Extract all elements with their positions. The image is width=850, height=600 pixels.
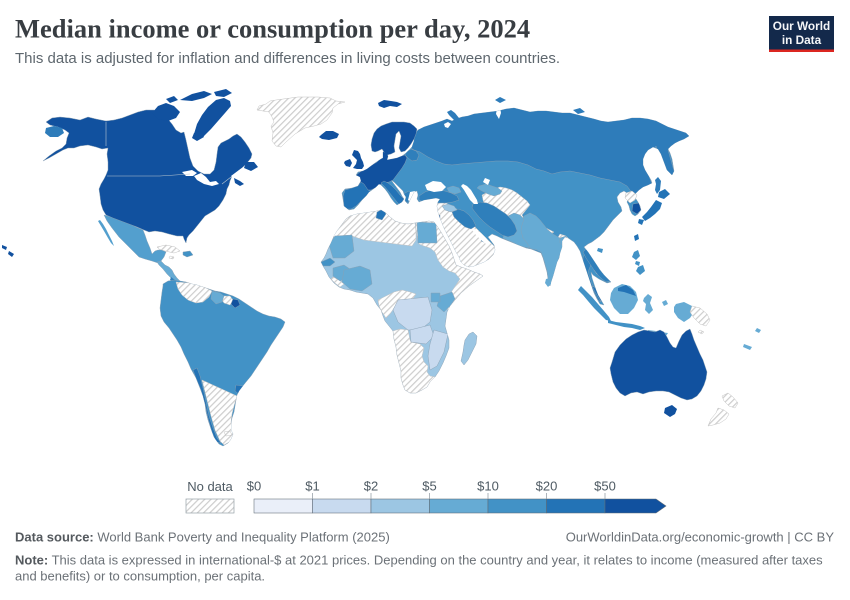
svg-text:and benefits) or to consumptio: and benefits) or to consumption, per cap… <box>15 569 265 584</box>
svg-text:$10: $10 <box>477 479 499 494</box>
svg-text:Median income or consumption p: Median income or consumption per day, 20… <box>15 14 530 44</box>
svg-text:$20: $20 <box>536 479 558 494</box>
svg-text:Data source: World Bank Povert: Data source: World Bank Poverty and Ineq… <box>15 530 390 545</box>
svg-text:$1: $1 <box>305 479 319 494</box>
svg-text:$5: $5 <box>422 479 436 494</box>
svg-text:in Data: in Data <box>782 33 822 47</box>
svg-text:$0: $0 <box>247 479 261 494</box>
svg-text:OurWorldinData.org/economic-gr: OurWorldinData.org/economic-growth | CC … <box>566 530 835 545</box>
svg-text:No data: No data <box>187 479 233 494</box>
svg-text:$2: $2 <box>364 479 378 494</box>
svg-text:$50: $50 <box>594 479 616 494</box>
svg-text:Note: This data is expressed i: Note: This data is expressed in internat… <box>15 553 823 568</box>
svg-text:Our World: Our World <box>773 19 830 33</box>
svg-text:This data is adjusted for infl: This data is adjusted for inflation and … <box>15 50 560 67</box>
